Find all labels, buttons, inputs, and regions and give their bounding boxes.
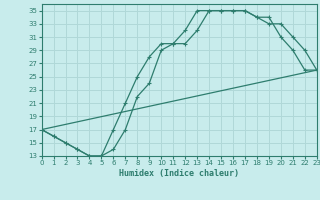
X-axis label: Humidex (Indice chaleur): Humidex (Indice chaleur) [119, 169, 239, 178]
